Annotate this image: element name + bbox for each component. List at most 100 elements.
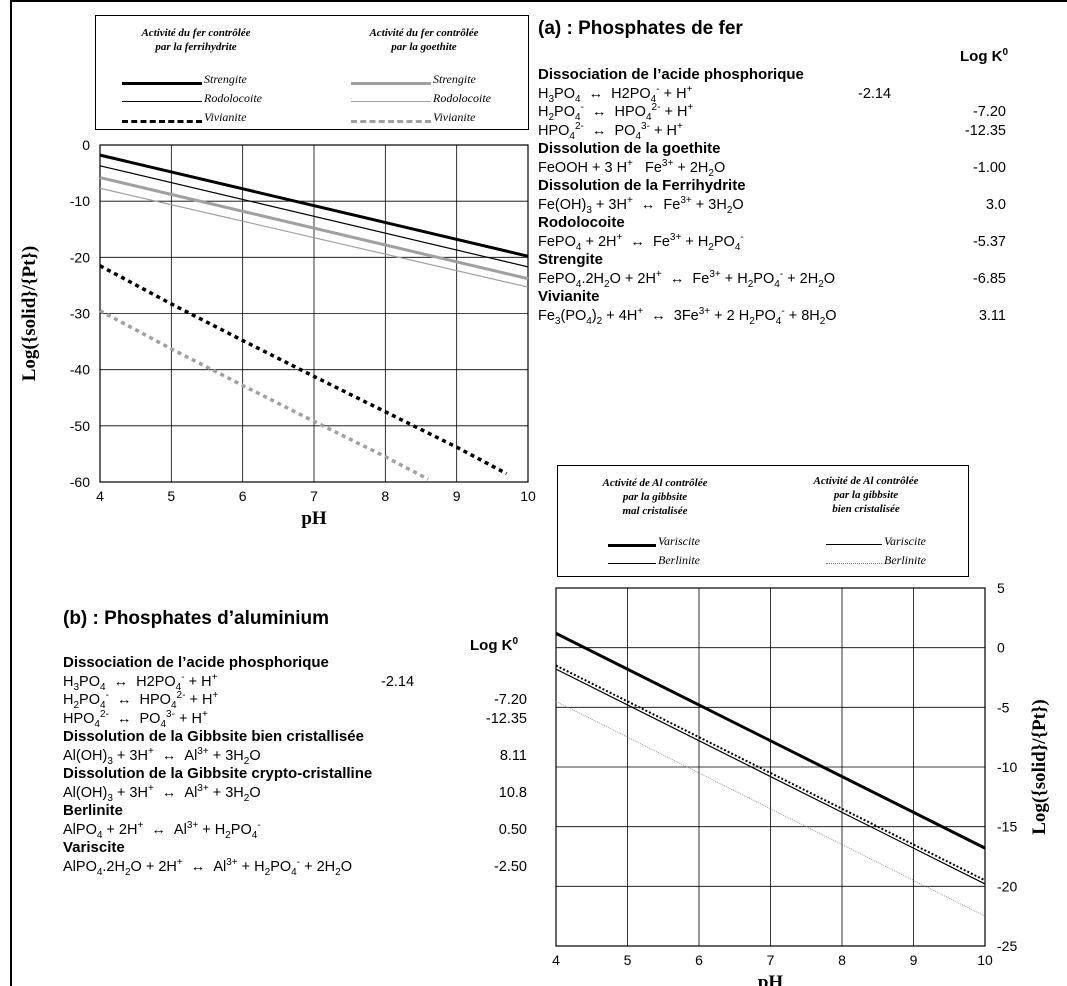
y-tick-label: 0 bbox=[997, 640, 1005, 656]
reaction-row: FePO4.2H2O + 2H+ ↔ Fe3+ + H2PO4- + 2H2O -… bbox=[538, 269, 1006, 289]
legend-item-berlinite-mal: Berlinite bbox=[658, 553, 700, 567]
reaction-equation: FeOOH + 3 H+ Fe3+ + 2H2O bbox=[538, 157, 726, 179]
x-tick-label: 4 bbox=[96, 488, 104, 504]
al-legend-head-mal: Activité de Al contrôlée par la gibbsite… bbox=[570, 476, 740, 518]
reaction-equation: Al(OH)3 + 3H+ ↔ Al3+ + 3H2O bbox=[63, 782, 261, 804]
y-axis-label: Log({solid}/{Pt}) bbox=[1029, 699, 1050, 835]
reaction-logk: -12.35 bbox=[485, 710, 527, 727]
legend-sample-variscite-mal bbox=[608, 544, 656, 547]
reaction-heading: Rodolocoite bbox=[538, 214, 625, 231]
series-line-rodolocoite bbox=[99, 187, 529, 288]
reaction-row: HPO42- ↔ PO43- + H+ -12.35 bbox=[63, 709, 527, 729]
legend-head-line: par la gibbsite bbox=[833, 489, 899, 501]
reaction-heading: Dissociation de l’acide phosphorique bbox=[63, 654, 329, 671]
x-tick-label: 4 bbox=[552, 952, 560, 968]
reaction-row: HPO42- ↔ PO43- + H+ -12.35 bbox=[538, 120, 1006, 142]
legend-head-line: par la gibbsite bbox=[622, 491, 688, 503]
legend-head-line: bien cristalisée bbox=[832, 503, 900, 515]
logk-label: Log K bbox=[960, 48, 1003, 65]
legend-sample-vivianite-goethite bbox=[351, 120, 431, 123]
reaction-heading: Dissociation de l’acide phosphorique bbox=[538, 66, 804, 83]
x-tick-label: 7 bbox=[767, 952, 775, 968]
reaction-equation: Fe3(PO4)2 + 4H+ ↔ 3Fe3+ + 2 H2PO4- + 8H2… bbox=[538, 305, 837, 327]
iron-legend-head-ferrihydrite: Activité du fer contrôlée par la ferrihy… bbox=[106, 26, 286, 54]
y-tick-label: -20 bbox=[70, 249, 90, 265]
logk-label: Log K bbox=[470, 637, 513, 654]
logk-sup: 0 bbox=[512, 636, 519, 647]
reaction-equation: H2PO4- ↔ HPO42- + H+ bbox=[538, 102, 694, 123]
reaction-logk: -6.85 bbox=[972, 270, 1006, 287]
reaction-logk: -1.00 bbox=[972, 159, 1006, 176]
y-tick-label: -15 bbox=[997, 819, 1017, 835]
y-tick-label: -10 bbox=[70, 193, 90, 209]
series-line-strengite bbox=[99, 176, 529, 281]
reaction-equation: AlPO4.2H2O + 2H+ ↔ Al3+ + H2PO4- + 2H2O bbox=[63, 856, 352, 878]
y-tick-label: 0 bbox=[82, 137, 90, 153]
legend-head-line: mal cristalisée bbox=[622, 505, 688, 517]
reaction-row: FePO4 + 2H+ ↔ Fe3+ + H2PO4- -5.37 bbox=[538, 232, 1006, 252]
aluminium-legend: Activité de Al contrôlée par la gibbsite… bbox=[557, 465, 969, 577]
reaction-equation: H2PO4- ↔ HPO42- + H+ bbox=[63, 690, 219, 711]
reaction-logk: 10.8 bbox=[498, 784, 527, 801]
series-line-berlinite bbox=[555, 668, 986, 885]
panel-a-logk-header: Log K0 bbox=[960, 48, 1008, 66]
y-tick-label: -30 bbox=[70, 306, 90, 322]
iron-legend: Activité du fer contrôlée par la ferrihy… bbox=[95, 15, 529, 130]
legend-item-vivianite-goethite: Vivianite bbox=[433, 110, 476, 124]
reaction-logk: 3.11 bbox=[978, 307, 1006, 324]
x-tick-label: 10 bbox=[520, 488, 536, 504]
legend-head-line: Activité du fer contrôlée bbox=[141, 27, 251, 39]
reaction-row: H2PO4- ↔ HPO42- + H+ -7.20 bbox=[63, 690, 527, 711]
y-tick-label: -25 bbox=[997, 938, 1017, 954]
legend-sample-rodolocoite-goethite bbox=[351, 101, 431, 102]
reaction-logk: -7.20 bbox=[972, 104, 1006, 120]
x-tick-label: 5 bbox=[624, 952, 632, 968]
x-tick-label: 9 bbox=[453, 488, 461, 504]
y-tick-label: -5 bbox=[997, 699, 1010, 715]
reaction-heading: Berlinite bbox=[63, 802, 124, 819]
reaction-heading: Vivianite bbox=[538, 288, 600, 305]
reaction-row: AlPO4 + 2H+ ↔ Al3+ + H2PO4- 0.50 bbox=[63, 820, 527, 840]
y-axis-label: Log({solid}/{Pt}) bbox=[19, 246, 40, 382]
reaction-equation: Fe(OH)3 + 3H+ ↔ Fe3+ + 3H2O bbox=[538, 194, 744, 216]
reaction-row: FeOOH + 3 H+ Fe3+ + 2H2O -1.00 bbox=[538, 157, 1006, 179]
reaction-logk: -5.37 bbox=[972, 233, 1006, 250]
reaction-row: H2PO4- ↔ HPO42- + H+ -7.20 bbox=[538, 102, 1006, 123]
reaction-equation: HPO42- ↔ PO43- + H+ bbox=[538, 120, 683, 142]
reaction-logk: -2.14 bbox=[381, 673, 415, 690]
series-line-variscite bbox=[555, 632, 986, 850]
x-tick-label: 8 bbox=[838, 952, 846, 968]
series-line-vivianite bbox=[99, 264, 508, 476]
reaction-heading: Strengite bbox=[538, 251, 604, 268]
legend-head-line: Activité de Al contrôlée bbox=[602, 477, 708, 489]
legend-sample-strengite-ferrihydrite bbox=[122, 82, 202, 85]
plot-frame bbox=[555, 587, 986, 947]
x-tick-label: 8 bbox=[381, 488, 389, 504]
y-tick-label: 5 bbox=[997, 580, 1005, 596]
y-tick-label: -10 bbox=[997, 759, 1017, 775]
legend-item-rodolocoite-goethite: Rodolocoite bbox=[433, 91, 491, 105]
legend-item-strengite-goethite: Strengite bbox=[433, 72, 476, 86]
page-border-top bbox=[10, 0, 1067, 2]
al-legend-head-bien: Activité de Al contrôlée par la gibbsite… bbox=[776, 474, 956, 516]
reaction-row: Fe3(PO4)2 + 4H+ ↔ 3Fe3+ + 2 H2PO4- + 8H2… bbox=[538, 305, 1006, 327]
legend-item-strengite-ferrihydrite: Strengite bbox=[204, 72, 247, 86]
iron-phosphates-chart: 4 5 6 7 8 9 10 0 -10 -20 -30 -40 -50 -60 pH Log({solid}… bbox=[19, 137, 536, 529]
reaction-logk: -12.35 bbox=[964, 122, 1006, 139]
x-tick-label: 7 bbox=[310, 488, 318, 504]
panel-a-equations: Dissociation de l’acide phosphorique H3PO… bbox=[538, 66, 1006, 327]
panel-a-title: (a) : Phosphates de fer bbox=[538, 18, 743, 39]
reaction-equation: Al(OH)3 + 3H+ ↔ Al3+ + 3H2O bbox=[63, 745, 261, 767]
panel-b-title: (b) : Phosphates d’aluminium bbox=[63, 608, 330, 629]
y-tick-label: -40 bbox=[70, 362, 90, 378]
reaction-logk: -2.14 bbox=[858, 85, 892, 102]
legend-sample-variscite-bien bbox=[826, 544, 882, 545]
reaction-row: Fe(OH)3 + 3H+ ↔ Fe3+ + 3H2O 3.0 bbox=[538, 194, 1006, 216]
legend-head-line: par la goethite bbox=[391, 41, 457, 53]
legend-sample-strengite-goethite bbox=[351, 82, 431, 85]
reaction-heading: Variscite bbox=[63, 839, 125, 856]
x-tick-label: 10 bbox=[977, 952, 993, 968]
reaction-logk: 3.0 bbox=[985, 196, 1006, 213]
reaction-heading: Dissolution de la goethite bbox=[538, 140, 721, 157]
